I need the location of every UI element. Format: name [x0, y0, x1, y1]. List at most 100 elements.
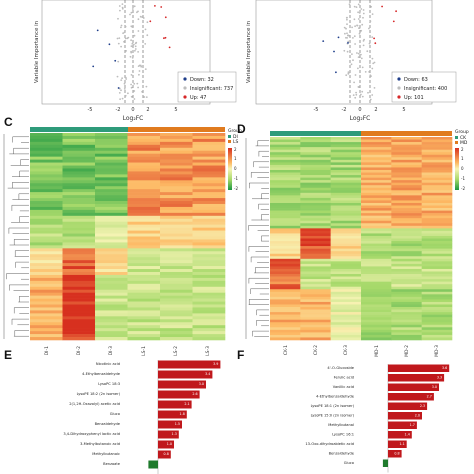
panel-a-legend-box	[177, 71, 237, 103]
panel-c-legend-label-ls: LS	[233, 139, 239, 145]
heatmap-cell	[270, 289, 301, 293]
heatmap-cell	[160, 177, 193, 181]
heatmap-cell	[361, 142, 392, 145]
volcano-point	[357, 18, 360, 20]
heatmap-cell	[62, 144, 96, 149]
heatmap-cell	[160, 271, 193, 276]
panel-c-legend-label-di: DI	[233, 134, 238, 140]
volcano-point	[360, 8, 363, 10]
bar-value-label: 2.7	[427, 394, 432, 398]
heatmap-cell	[391, 329, 422, 333]
volcano-point	[118, 92, 121, 94]
volcano-point	[355, 91, 357, 94]
volcano-point	[146, 34, 149, 37]
heatmap-cell	[421, 337, 453, 341]
panel-a-xlabel: Log₂FC	[123, 115, 144, 122]
heatmap-cell	[160, 141, 193, 146]
heatmap-cell	[62, 292, 96, 296]
heatmap-cell	[30, 331, 63, 335]
panel-d-group-bar-md	[361, 131, 452, 136]
heatmap-cell	[127, 266, 161, 270]
heatmap-cell	[127, 177, 161, 181]
heatmap-cell	[330, 332, 362, 336]
heatmap-cell	[160, 138, 193, 143]
heatmap-cell	[62, 307, 96, 311]
heatmap-cell	[127, 133, 161, 137]
volcano-point	[121, 97, 124, 100]
heatmap-cell	[127, 201, 161, 205]
heatmap-cell	[270, 172, 301, 176]
heatmap-cell	[62, 203, 96, 208]
volcano-point	[362, 16, 364, 19]
heatmap-cell	[361, 301, 392, 305]
panel-d-column-label: MD-1	[374, 345, 380, 357]
heatmap-cell	[30, 280, 63, 285]
heatmap-cell	[330, 251, 362, 255]
heatmap-cell	[127, 221, 161, 225]
heatmap-cell	[391, 185, 422, 189]
heatmap-cell	[30, 138, 63, 143]
heatmap-cell	[300, 334, 331, 338]
volcano-point	[138, 64, 141, 67]
heatmap-cell	[30, 135, 63, 140]
panel-b-legend: Down: 63 Insignificant: 400 Up: 101	[391, 71, 457, 103]
panel-e-bars: Nicotinic acid 3.9 4-Ethylbenzaldehyde 3.4 L…	[63, 360, 221, 474]
heatmap-cell	[270, 228, 301, 232]
heatmap-cell	[421, 261, 453, 265]
heatmap-cell	[160, 260, 193, 264]
heatmap-cell	[361, 271, 392, 275]
heatmap-cell	[391, 299, 422, 303]
heatmap-cell	[95, 224, 128, 228]
volcano-point	[356, 52, 358, 54]
heatmap-cell	[192, 301, 226, 305]
panel-c-column-label: DI-3	[108, 346, 114, 355]
heatmap-cell	[300, 274, 331, 277]
heatmap-cell	[270, 195, 301, 199]
heatmap-cell	[30, 221, 63, 225]
heatmap-cell	[270, 154, 301, 158]
heatmap-cell	[62, 298, 96, 302]
heatmap-cell	[330, 159, 362, 163]
heatmap-cell	[300, 263, 331, 267]
heatmap-cell	[192, 133, 226, 137]
heatmap-cell	[62, 236, 96, 240]
heatmap-cell	[62, 177, 96, 181]
heatmap-cell	[127, 242, 161, 246]
heatmap-cell	[361, 225, 392, 229]
volcano-point	[366, 50, 369, 53]
heatmap-cell	[62, 168, 96, 172]
heatmap-cell	[361, 139, 392, 143]
heatmap-cell	[30, 295, 63, 299]
volcano-point	[347, 71, 350, 73]
heatmap-cell	[361, 192, 392, 196]
heatmap-cell	[160, 165, 193, 169]
heatmap-cell	[160, 147, 193, 152]
volcano-point	[363, 38, 365, 41]
volcano-point	[124, 25, 127, 28]
heatmap-cell	[330, 301, 362, 305]
bar-label: 13-Oxo-dihydroabietic acid	[305, 442, 354, 446]
heatmap-cell	[270, 314, 301, 318]
heatmap-cell	[95, 271, 128, 276]
heatmap-cell	[30, 230, 63, 234]
bar	[158, 360, 221, 369]
panel-c-group-bar-di	[30, 127, 128, 132]
heatmap-cell	[192, 150, 226, 154]
heatmap-cell	[30, 307, 63, 311]
heatmap-cell	[95, 251, 128, 255]
heatmap-cell	[270, 256, 301, 260]
heatmap-cell	[361, 223, 392, 227]
bar	[158, 390, 200, 399]
heatmap-cell	[421, 281, 453, 285]
volcano-point	[373, 87, 376, 89]
heatmap-cell	[391, 187, 422, 191]
heatmap-cell	[391, 197, 422, 201]
volcano-point	[364, 71, 367, 73]
heatmap-cell	[421, 279, 453, 282]
panel-c-column-label: LS-2	[173, 346, 179, 356]
panel-b-xtick: -5	[314, 107, 319, 113]
heatmap-cell	[391, 327, 422, 331]
panel-a-xtick: 2	[146, 107, 149, 113]
heatmap-cell	[127, 186, 161, 190]
heatmap-cell	[421, 309, 453, 313]
